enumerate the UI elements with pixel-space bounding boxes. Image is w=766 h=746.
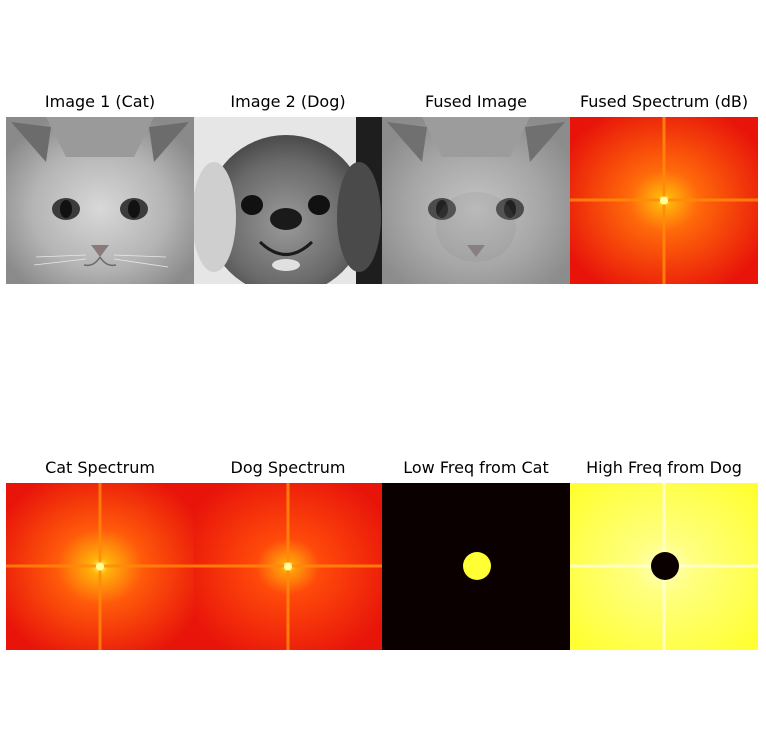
panel-title: Dog Spectrum — [230, 458, 346, 477]
dog-photo-graphic — [194, 117, 382, 284]
cat-spectrum-heatmap — [6, 483, 194, 650]
highpass-hole — [651, 552, 679, 580]
high-freq-mask-image — [570, 483, 758, 650]
panel-title: Fused Image — [425, 92, 527, 111]
panel-title: Fused Spectrum (dB) — [579, 92, 749, 111]
dog-spectrum-graphic — [194, 483, 382, 650]
panel-title: Image 1 (Cat) — [44, 92, 156, 111]
dog-spectrum-heatmap — [194, 483, 382, 650]
panel-title: Low Freq from Cat — [403, 458, 549, 477]
low-freq-mask-image — [382, 483, 570, 650]
cat-photo — [6, 117, 194, 284]
fused-photo — [382, 117, 570, 284]
lowpass-circle — [463, 552, 491, 580]
panel-title: High Freq from Dog — [586, 458, 742, 477]
fused-spectrum-graphic — [570, 117, 758, 284]
low-freq-mask-graphic — [382, 483, 570, 650]
fused-photo-graphic — [382, 117, 570, 284]
fused-spectrum-heatmap — [570, 117, 758, 284]
high-freq-mask-graphic — [570, 483, 758, 650]
panel-title: Cat Spectrum — [45, 458, 155, 477]
panel-title: Image 2 (Dog) — [230, 92, 346, 111]
cat-photo-graphic — [6, 117, 194, 284]
cat-spectrum-graphic — [6, 483, 194, 650]
dog-photo — [194, 117, 382, 284]
